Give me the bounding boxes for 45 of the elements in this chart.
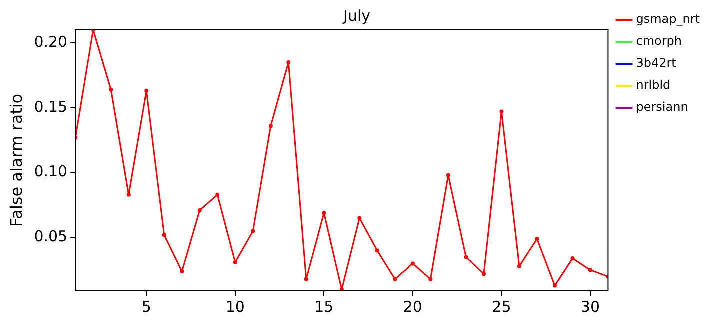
y-tick-label: 0.05 [34,228,68,246]
point [286,60,291,64]
point [375,248,380,253]
legend-label: 3b42rt [636,56,677,70]
legend-label: cmorph [636,34,682,48]
point [482,272,486,276]
point [304,277,308,282]
y-tick-label: 0.20 [34,32,68,51]
point [588,268,592,272]
legend-label: gsmap_nrt [636,12,700,26]
point [446,173,450,178]
point [144,89,149,94]
point [180,270,184,274]
legend-label: persiann [636,100,688,114]
x-tick-label: 30 [580,298,600,316]
point [109,88,114,92]
point [393,277,398,282]
point [322,211,326,216]
point [464,255,468,260]
point [268,124,273,128]
x-tick-label: 5 [142,298,152,316]
point [340,288,344,291]
point [428,277,433,282]
point [552,284,557,288]
point [500,110,504,114]
point [233,260,238,264]
x-tick-label: 10 [226,298,245,316]
chart-title: July [342,6,371,25]
point [535,237,540,242]
point [162,233,166,238]
point [251,229,256,234]
x-tick-label: 20 [403,298,422,316]
point [517,264,522,268]
point [198,208,202,212]
point [126,192,131,197]
y-tick-label: 0.15 [34,98,68,116]
legend-label: nrlbld [636,78,671,92]
x-tick-label: 25 [492,298,512,316]
x-tick-label: 15 [314,298,334,316]
point [358,216,362,220]
point [570,256,575,261]
point [216,192,220,197]
y-tick-label: 0.10 [34,162,68,181]
point [410,262,415,266]
y-axis-title: False alarm ratio [6,94,26,228]
